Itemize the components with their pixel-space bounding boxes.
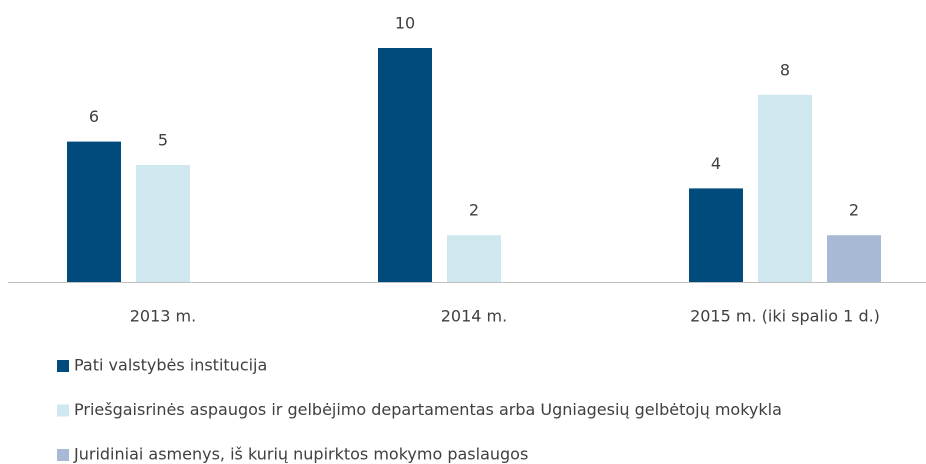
bar — [689, 188, 743, 282]
bar — [136, 165, 190, 282]
data-label: 2 — [469, 201, 479, 220]
legend-swatch — [57, 449, 69, 461]
legend-label: Juridiniai asmenys, iš kurių nupirktos m… — [73, 445, 528, 464]
bar — [447, 235, 501, 282]
data-label: 8 — [780, 60, 790, 79]
bar — [758, 94, 812, 282]
data-label: 6 — [89, 107, 99, 126]
data-label: 2 — [849, 201, 859, 220]
legend-label: Pati valstybės institucija — [74, 356, 267, 375]
x-tick-label: 2015 m. (iki spalio 1 d.) — [690, 307, 880, 326]
bar — [67, 141, 121, 282]
legend-swatch — [57, 360, 69, 372]
bar — [378, 48, 432, 282]
bar — [827, 235, 881, 282]
data-label: 10 — [395, 14, 415, 33]
x-tick-label: 2014 m. — [441, 307, 507, 326]
data-label: 4 — [711, 154, 721, 173]
legend-swatch — [57, 404, 69, 417]
data-label: 5 — [158, 131, 168, 150]
x-tick-label: 2013 m. — [130, 307, 196, 326]
legend-label: Priešgaisrinės aspaugos ir gelbėjimo dep… — [74, 400, 782, 419]
